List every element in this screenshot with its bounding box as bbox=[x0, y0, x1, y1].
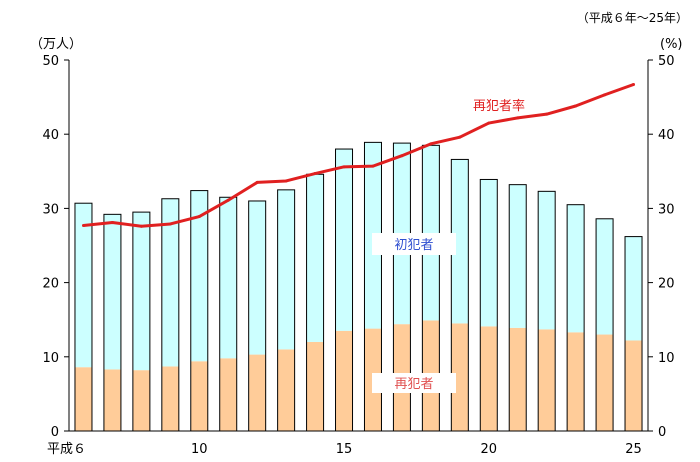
bar-repeat-8 bbox=[132, 370, 150, 431]
right-axis-unit: (%) bbox=[660, 37, 683, 52]
bars-layer bbox=[74, 141, 643, 432]
rate-point-13 bbox=[284, 179, 288, 183]
rate-point-25 bbox=[632, 82, 636, 86]
rate-point-14 bbox=[313, 172, 317, 176]
x-tick-label-6: 平成６ bbox=[47, 442, 86, 457]
rate-point-15 bbox=[342, 165, 346, 169]
bar-first-22 bbox=[538, 191, 556, 330]
period-note: （平成６年～25年） bbox=[577, 11, 688, 25]
rate-point-21 bbox=[516, 116, 520, 120]
bar-repeat-24 bbox=[596, 334, 614, 431]
right-tick-label-50: 50 bbox=[658, 54, 675, 69]
rate-point-9 bbox=[168, 222, 172, 226]
bar-first-11 bbox=[219, 197, 237, 359]
bar-first-23 bbox=[567, 204, 585, 333]
bar-repeat-19 bbox=[451, 323, 469, 431]
x-tick-label-10: 10 bbox=[191, 442, 208, 457]
bar-repeat-20 bbox=[480, 326, 498, 431]
line-layer bbox=[81, 82, 636, 228]
axes-layer: 0 0 10 10 20 20 30 30 40 40 50 50 平成６ 10 15 20 25 bbox=[42, 54, 674, 457]
bar-first-6 bbox=[74, 203, 92, 368]
right-tick-label-10: 10 bbox=[658, 351, 675, 366]
bar-first-7 bbox=[103, 214, 121, 370]
bar-first-19 bbox=[451, 159, 469, 324]
bar-repeat-13 bbox=[277, 349, 295, 431]
bar-repeat-22 bbox=[538, 329, 556, 431]
right-tick-label-30: 30 bbox=[658, 202, 675, 217]
rate-point-19 bbox=[458, 135, 462, 139]
x-tick-label-20: 20 bbox=[481, 442, 498, 457]
bar-first-10 bbox=[190, 190, 208, 362]
bar-first-12 bbox=[248, 200, 266, 355]
rate-point-6 bbox=[81, 223, 85, 227]
bar-repeat-10 bbox=[190, 361, 208, 431]
rate-point-11 bbox=[226, 198, 230, 202]
bar-first-24 bbox=[596, 218, 614, 335]
repeat-offender-label-group: 再犯者 bbox=[372, 373, 456, 393]
rate-point-16 bbox=[371, 164, 375, 168]
rate-point-12 bbox=[255, 180, 259, 184]
bar-first-21 bbox=[509, 184, 527, 328]
bar-first-9 bbox=[161, 198, 179, 367]
bar-repeat-9 bbox=[161, 366, 179, 431]
first-offender-label-group: 初犯者 bbox=[372, 233, 456, 255]
bar-first-18 bbox=[422, 145, 440, 321]
rate-point-17 bbox=[400, 154, 404, 158]
left-axis-unit: （万人） bbox=[30, 37, 82, 52]
left-tick-label-40: 40 bbox=[42, 128, 59, 143]
bar-repeat-6 bbox=[74, 367, 92, 431]
bar-first-25 bbox=[625, 236, 643, 341]
bar-repeat-11 bbox=[219, 358, 237, 431]
left-tick-label-10: 10 bbox=[42, 351, 59, 366]
rate-point-24 bbox=[603, 93, 607, 97]
bar-first-14 bbox=[306, 174, 324, 342]
bar-first-15 bbox=[335, 149, 353, 331]
recidivism-rate-line bbox=[83, 83, 635, 228]
right-tick-label-40: 40 bbox=[658, 128, 675, 143]
bar-repeat-15 bbox=[335, 330, 353, 431]
right-tick-label-0: 0 bbox=[658, 425, 666, 440]
bar-repeat-23 bbox=[567, 332, 585, 431]
bar-repeat-21 bbox=[509, 327, 527, 431]
bar-first-8 bbox=[132, 212, 150, 371]
rate-point-8 bbox=[139, 224, 143, 228]
rate-point-18 bbox=[429, 142, 433, 146]
recidivism-rate-label: 再犯者率 bbox=[473, 98, 525, 114]
bar-repeat-7 bbox=[103, 369, 121, 431]
x-tick-label-15: 15 bbox=[336, 442, 353, 457]
left-tick-label-30: 30 bbox=[42, 202, 59, 217]
bar-repeat-12 bbox=[248, 354, 266, 431]
repeat-offender-label: 再犯者 bbox=[394, 377, 433, 392]
left-tick-label-20: 20 bbox=[42, 277, 59, 292]
bar-repeat-25 bbox=[625, 340, 643, 431]
bar-first-13 bbox=[277, 189, 295, 350]
x-tick-label-25: 25 bbox=[625, 442, 642, 457]
left-tick-label-0: 0 bbox=[51, 425, 59, 440]
bar-first-20 bbox=[480, 179, 498, 327]
right-tick-label-20: 20 bbox=[658, 277, 675, 292]
rate-point-22 bbox=[545, 112, 549, 116]
left-tick-label-50: 50 bbox=[42, 54, 59, 69]
bar-repeat-14 bbox=[306, 341, 324, 431]
rate-point-23 bbox=[574, 104, 578, 108]
rate-point-7 bbox=[110, 220, 114, 224]
rate-point-10 bbox=[197, 215, 201, 219]
first-offender-label: 初犯者 bbox=[394, 238, 433, 253]
rate-point-20 bbox=[487, 121, 491, 125]
